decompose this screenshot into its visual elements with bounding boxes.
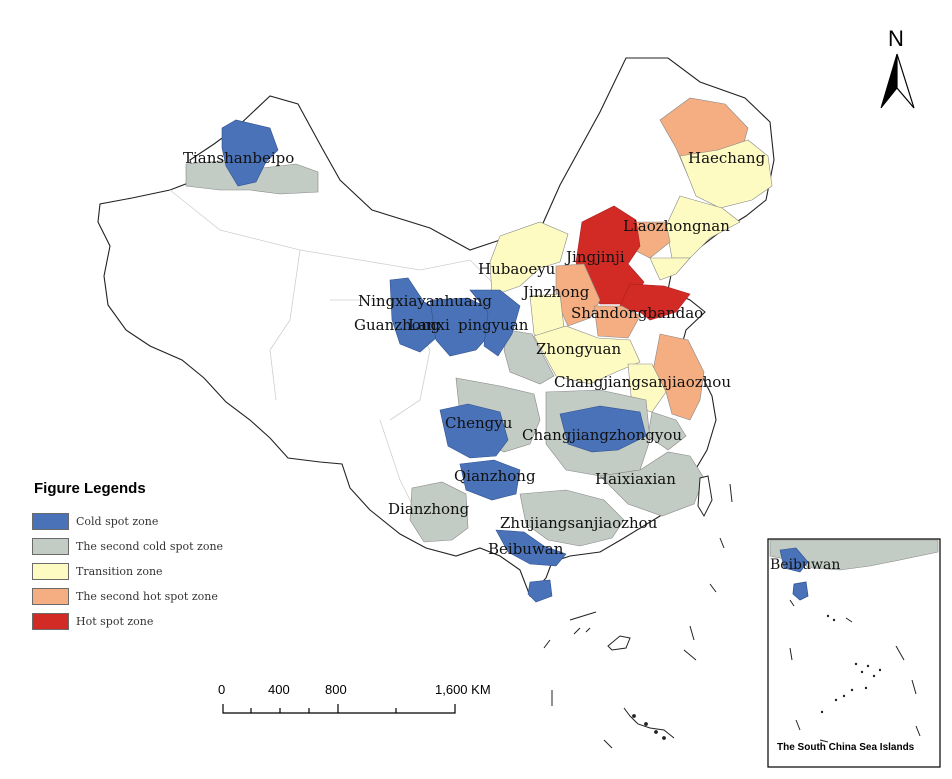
label-changjiangsanjiaozhou: Changjiangsanjiaozhou	[554, 373, 731, 391]
province-borders	[169, 189, 501, 521]
label-hubaoeyu: Hubaoeyu	[478, 260, 556, 278]
figure-legend: Figure Legends Cold spot zone The second…	[32, 480, 272, 634]
label-haechang: Haechang	[688, 149, 766, 167]
inset-label-beibuwan: Beibuwan	[770, 557, 840, 573]
legend-item-second-cold-spot: The second cold spot zone	[32, 534, 272, 559]
zone-changjiangzhongyou	[545, 389, 651, 477]
label-chengyu: Chengyu	[445, 414, 513, 432]
taiwan-island	[697, 475, 713, 518]
south-sea-islands	[543, 483, 733, 749]
zone-beibuwan	[495, 529, 567, 603]
legend-swatch	[32, 513, 69, 530]
zone-dianzhong	[409, 481, 469, 543]
south-china-sea-inset: Beibuwan The South China Sea Islands	[767, 538, 941, 768]
label-pingyuan: pingyuan	[458, 316, 529, 334]
zone-zhongyuan	[503, 325, 641, 385]
label-lanxi: Lanxi	[408, 316, 450, 334]
zone-liaozhongnan	[629, 221, 691, 281]
label-ningxiayanhuang: Ningxiayanhuang	[358, 292, 492, 310]
scale-tick-1600: 1,600 KM	[435, 682, 491, 697]
scale-bar: 0 400 800 1,600 KM	[218, 682, 491, 714]
label-shandongbandao: Shandongbandao	[571, 304, 703, 322]
label-changjiangzhongyou: Changjiangzhongyou	[522, 426, 682, 444]
scale-tick-400: 400	[268, 682, 290, 697]
label-beibuwan: Beibuwan	[488, 540, 564, 558]
zone-haechang	[659, 97, 773, 259]
north-arrow-icon	[880, 53, 898, 109]
north-arrow: N	[880, 26, 915, 109]
legend-label: The second cold spot zone	[76, 540, 224, 553]
zone-qianzhong	[459, 459, 521, 501]
inset-title: The South China Sea Islands	[777, 742, 915, 753]
legend-item-second-hot-spot: The second hot spot zone	[32, 584, 272, 609]
label-jingjinji: Jingjinji	[564, 248, 625, 266]
zone-hubaoeyu	[489, 221, 569, 297]
legend-item-hot-spot: Hot spot zone	[32, 609, 272, 634]
zone-ningxiayanhuang-guanzhong-lanxi	[389, 277, 521, 357]
label-dianzhong: Dianzhong	[388, 500, 470, 518]
zone-tianshanbeipo	[185, 119, 319, 195]
legend-label: The second hot spot zone	[76, 590, 218, 603]
legend-item-cold-spot: Cold spot zone	[32, 509, 272, 534]
north-arrow-label: N	[888, 26, 904, 51]
scale-tick-0: 0	[218, 682, 225, 697]
zone-zhujiangsanjiaozhou	[519, 489, 625, 547]
label-liaozhongnan: Liaozhongnan	[623, 217, 730, 235]
legend-label: Cold spot zone	[76, 515, 159, 528]
label-zhujiangsanjiaozhou: Zhujiangsanjiaozhou	[500, 514, 658, 532]
legend-swatch	[32, 538, 69, 555]
legend-label: Transition zone	[76, 565, 163, 578]
legend-title: Figure Legends	[34, 480, 146, 497]
label-zhongyuan: Zhongyuan	[536, 340, 621, 358]
label-qianzhong: Qianzhong	[454, 467, 536, 485]
legend-swatch	[32, 613, 69, 630]
legend-item-transition: Transition zone	[32, 559, 272, 584]
scale-tick-800: 800	[325, 682, 347, 697]
label-tianshanbeipo: Tianshanbeipo	[183, 149, 294, 167]
legend-label: Hot spot zone	[76, 615, 154, 628]
zone-jinzhong	[529, 263, 641, 345]
legend-swatch	[32, 563, 69, 580]
label-jinzhong: Jinzhong	[521, 283, 590, 301]
zone-chengyu	[439, 377, 541, 459]
label-guanzhong: Guanzhong	[354, 316, 441, 334]
label-haixiaxian: Haixiaxian	[595, 470, 676, 488]
legend-swatch	[32, 588, 69, 605]
